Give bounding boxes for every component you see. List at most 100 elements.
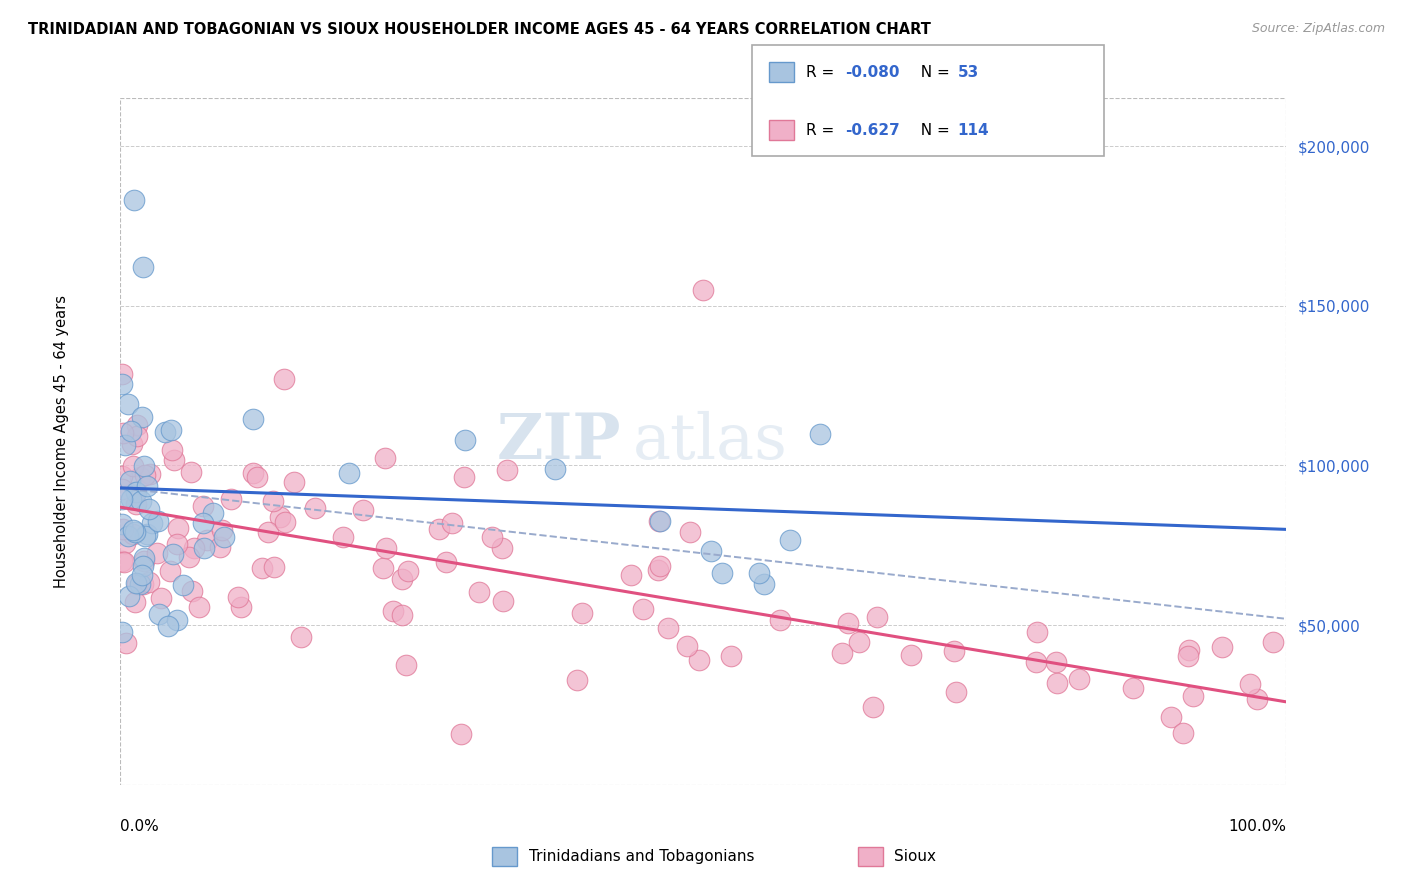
Point bbox=[111, 426, 134, 441]
Point bbox=[214, 530, 236, 544]
Point bbox=[188, 600, 211, 615]
Point bbox=[945, 685, 967, 699]
Point bbox=[648, 514, 671, 528]
Point bbox=[129, 494, 152, 508]
Text: R =: R = bbox=[806, 65, 839, 79]
Point bbox=[114, 438, 136, 452]
Point bbox=[720, 648, 742, 663]
Point bbox=[132, 576, 155, 591]
Point bbox=[257, 525, 280, 540]
Text: ZIP: ZIP bbox=[496, 411, 621, 472]
Point bbox=[157, 618, 180, 632]
Point bbox=[111, 522, 134, 536]
Point bbox=[565, 673, 588, 688]
Point bbox=[180, 465, 202, 479]
Point bbox=[112, 555, 135, 569]
Point bbox=[132, 558, 155, 573]
Point bbox=[382, 604, 405, 618]
Point bbox=[135, 526, 157, 541]
Point bbox=[692, 283, 714, 297]
Point bbox=[250, 560, 273, 574]
Point bbox=[120, 475, 142, 489]
Point bbox=[1178, 643, 1201, 657]
Point bbox=[1211, 640, 1233, 655]
Point bbox=[374, 451, 396, 466]
Text: Sioux: Sioux bbox=[894, 849, 936, 863]
Point bbox=[159, 423, 181, 437]
Point bbox=[900, 648, 922, 663]
Point bbox=[122, 458, 145, 473]
Point bbox=[304, 501, 326, 516]
Point bbox=[710, 566, 733, 580]
Point bbox=[1160, 710, 1182, 724]
Point bbox=[1067, 672, 1090, 686]
Text: 0.0%: 0.0% bbox=[120, 819, 159, 834]
Point bbox=[183, 541, 205, 555]
Point bbox=[132, 554, 155, 568]
Point bbox=[263, 559, 285, 574]
Point bbox=[117, 529, 139, 543]
Point bbox=[427, 522, 450, 536]
Point bbox=[700, 544, 723, 558]
Point bbox=[491, 541, 513, 556]
Point bbox=[440, 516, 463, 531]
Text: N =: N = bbox=[911, 123, 955, 137]
Point bbox=[131, 568, 153, 582]
Point bbox=[226, 590, 249, 604]
Point bbox=[177, 550, 200, 565]
Point bbox=[121, 524, 143, 538]
Point bbox=[1239, 677, 1261, 691]
Text: atlas: atlas bbox=[633, 411, 787, 472]
Text: TRINIDADIAN AND TOBAGONIAN VS SIOUX HOUSEHOLDER INCOME AGES 45 - 64 YEARS CORREL: TRINIDADIAN AND TOBAGONIAN VS SIOUX HOUS… bbox=[28, 22, 931, 37]
Point bbox=[676, 639, 699, 653]
Point bbox=[866, 610, 889, 624]
Point bbox=[373, 561, 395, 575]
Point bbox=[1246, 691, 1268, 706]
Point bbox=[120, 491, 142, 506]
Point bbox=[111, 368, 134, 382]
Text: -0.080: -0.080 bbox=[845, 65, 900, 79]
Point bbox=[398, 565, 420, 579]
Point bbox=[454, 434, 477, 448]
Text: Trinidadians and Tobagonians: Trinidadians and Tobagonians bbox=[529, 849, 754, 863]
Point bbox=[862, 699, 884, 714]
Point bbox=[242, 412, 264, 426]
Point bbox=[139, 467, 162, 481]
Point bbox=[125, 497, 148, 511]
Point bbox=[631, 601, 654, 615]
Point bbox=[129, 470, 152, 484]
Point bbox=[1025, 655, 1047, 669]
Point bbox=[848, 635, 870, 649]
Point bbox=[754, 577, 776, 591]
Point bbox=[1261, 635, 1284, 649]
Text: -0.627: -0.627 bbox=[845, 123, 900, 137]
Point bbox=[111, 483, 134, 497]
Point bbox=[132, 459, 155, 474]
Point bbox=[138, 501, 160, 516]
Point bbox=[163, 453, 186, 467]
Point bbox=[125, 429, 148, 443]
Point bbox=[181, 584, 204, 599]
Point bbox=[1181, 689, 1204, 703]
Point bbox=[263, 494, 285, 508]
Point bbox=[111, 516, 134, 531]
Text: 114: 114 bbox=[957, 123, 988, 137]
Point bbox=[374, 541, 396, 555]
Point bbox=[193, 541, 215, 556]
Point bbox=[339, 466, 361, 480]
Point bbox=[146, 546, 169, 560]
Point bbox=[808, 426, 831, 441]
Point bbox=[648, 559, 671, 574]
Point bbox=[650, 514, 672, 528]
Point bbox=[219, 492, 242, 507]
Point bbox=[620, 568, 643, 582]
Point bbox=[121, 437, 143, 451]
Point bbox=[391, 607, 413, 622]
Point bbox=[125, 576, 148, 591]
Point bbox=[229, 600, 252, 615]
Point bbox=[831, 646, 853, 660]
Point bbox=[1177, 649, 1199, 664]
Point bbox=[450, 727, 472, 741]
Point bbox=[114, 636, 136, 650]
Point bbox=[657, 621, 679, 635]
